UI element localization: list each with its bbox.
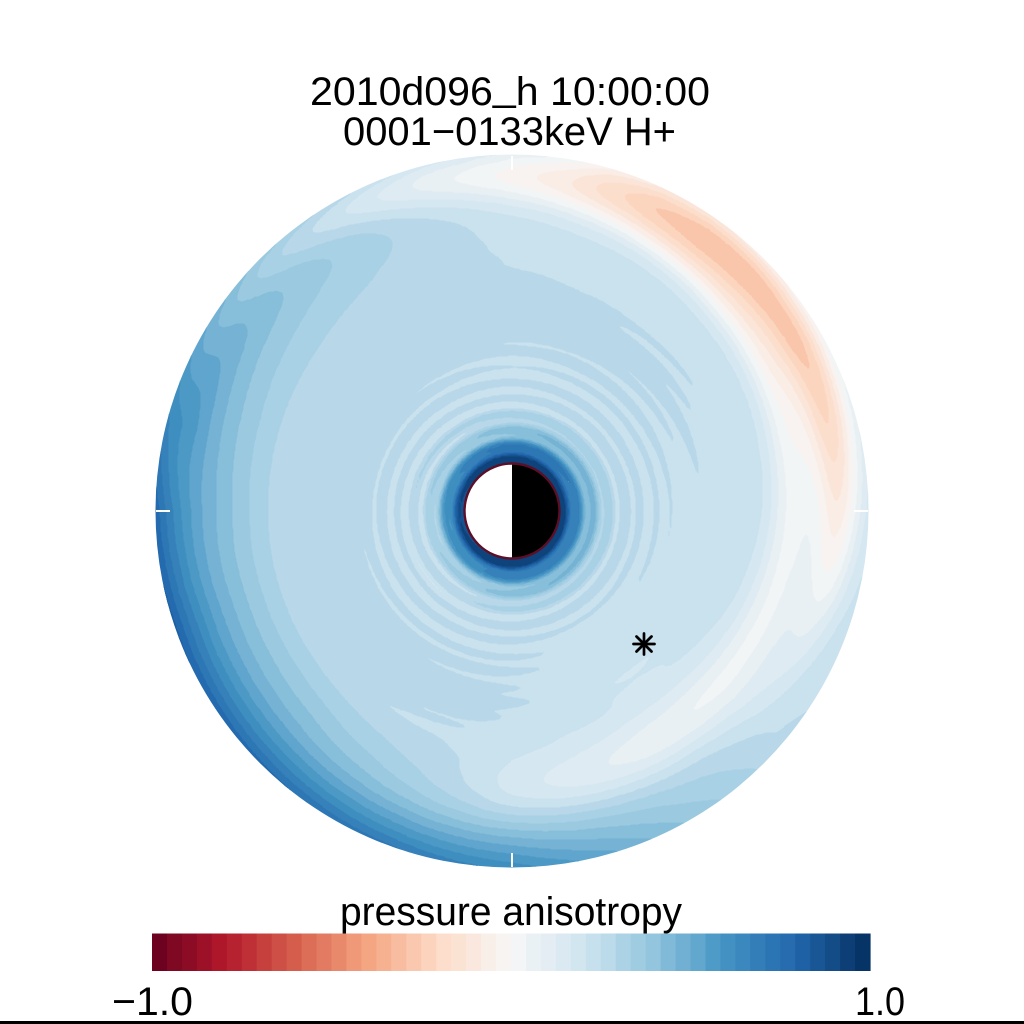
svg-text:2010d096_h 10:00:00: 2010d096 _h 10:00:00 — [310, 65, 710, 114]
svg-text:1.0: 1.0 — [855, 980, 905, 1024]
svg-text:0001−0133keV H+: 0001−0133keV H+ — [343, 110, 676, 154]
svg-text:−1.0: −1.0 — [112, 980, 193, 1024]
svg-text:pressure anisotropy: pressure anisotropy — [340, 890, 682, 934]
